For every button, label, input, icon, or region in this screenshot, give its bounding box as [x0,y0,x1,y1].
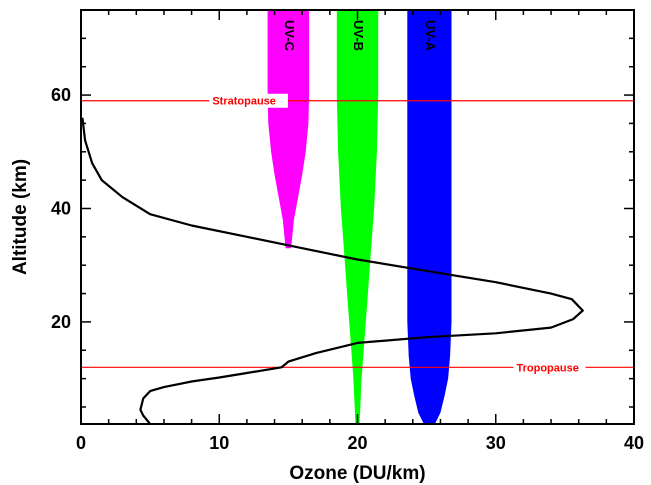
y-tick-label: 40 [51,198,71,218]
x-tick-label: 20 [347,433,367,453]
x-tick-label: 0 [76,433,86,453]
band-label-uv-a: UV-A [423,20,438,52]
y-axis-title: Altitude (km) [10,159,31,275]
band-uv-c [267,10,310,249]
band-label-uv-b: UV-B [351,20,366,51]
uv-bands-layer: UV-C UV-B UV-A [267,10,452,424]
refline-label-tropopause: Tropopause [516,362,578,374]
y-tick-label: 20 [51,312,71,332]
y-tick-label: 60 [51,85,71,105]
x-tick-label: 40 [624,433,644,453]
band-label-uv-c: UV-C [282,20,297,52]
refline-label-bg-stratopause [209,93,288,108]
ozone-profile-layer [81,117,584,424]
x-tick-label: 30 [486,433,506,453]
axis-ticks-layer [80,9,635,424]
band-uv-a [407,10,452,424]
tick-labels-layer: 0 10 20 30 40 20 40 60 [51,85,644,453]
band-uv-b [336,10,379,424]
refline-label-bg-tropopause [513,360,586,375]
x-axis-title: Ozone (DU/km) [289,463,425,484]
ozone-profile-line-0 [81,117,584,424]
reference-lines-layer: Stratopause Tropopause [81,93,634,375]
x-tick-label: 10 [209,433,229,453]
refline-label-stratopause: Stratopause [212,96,276,108]
